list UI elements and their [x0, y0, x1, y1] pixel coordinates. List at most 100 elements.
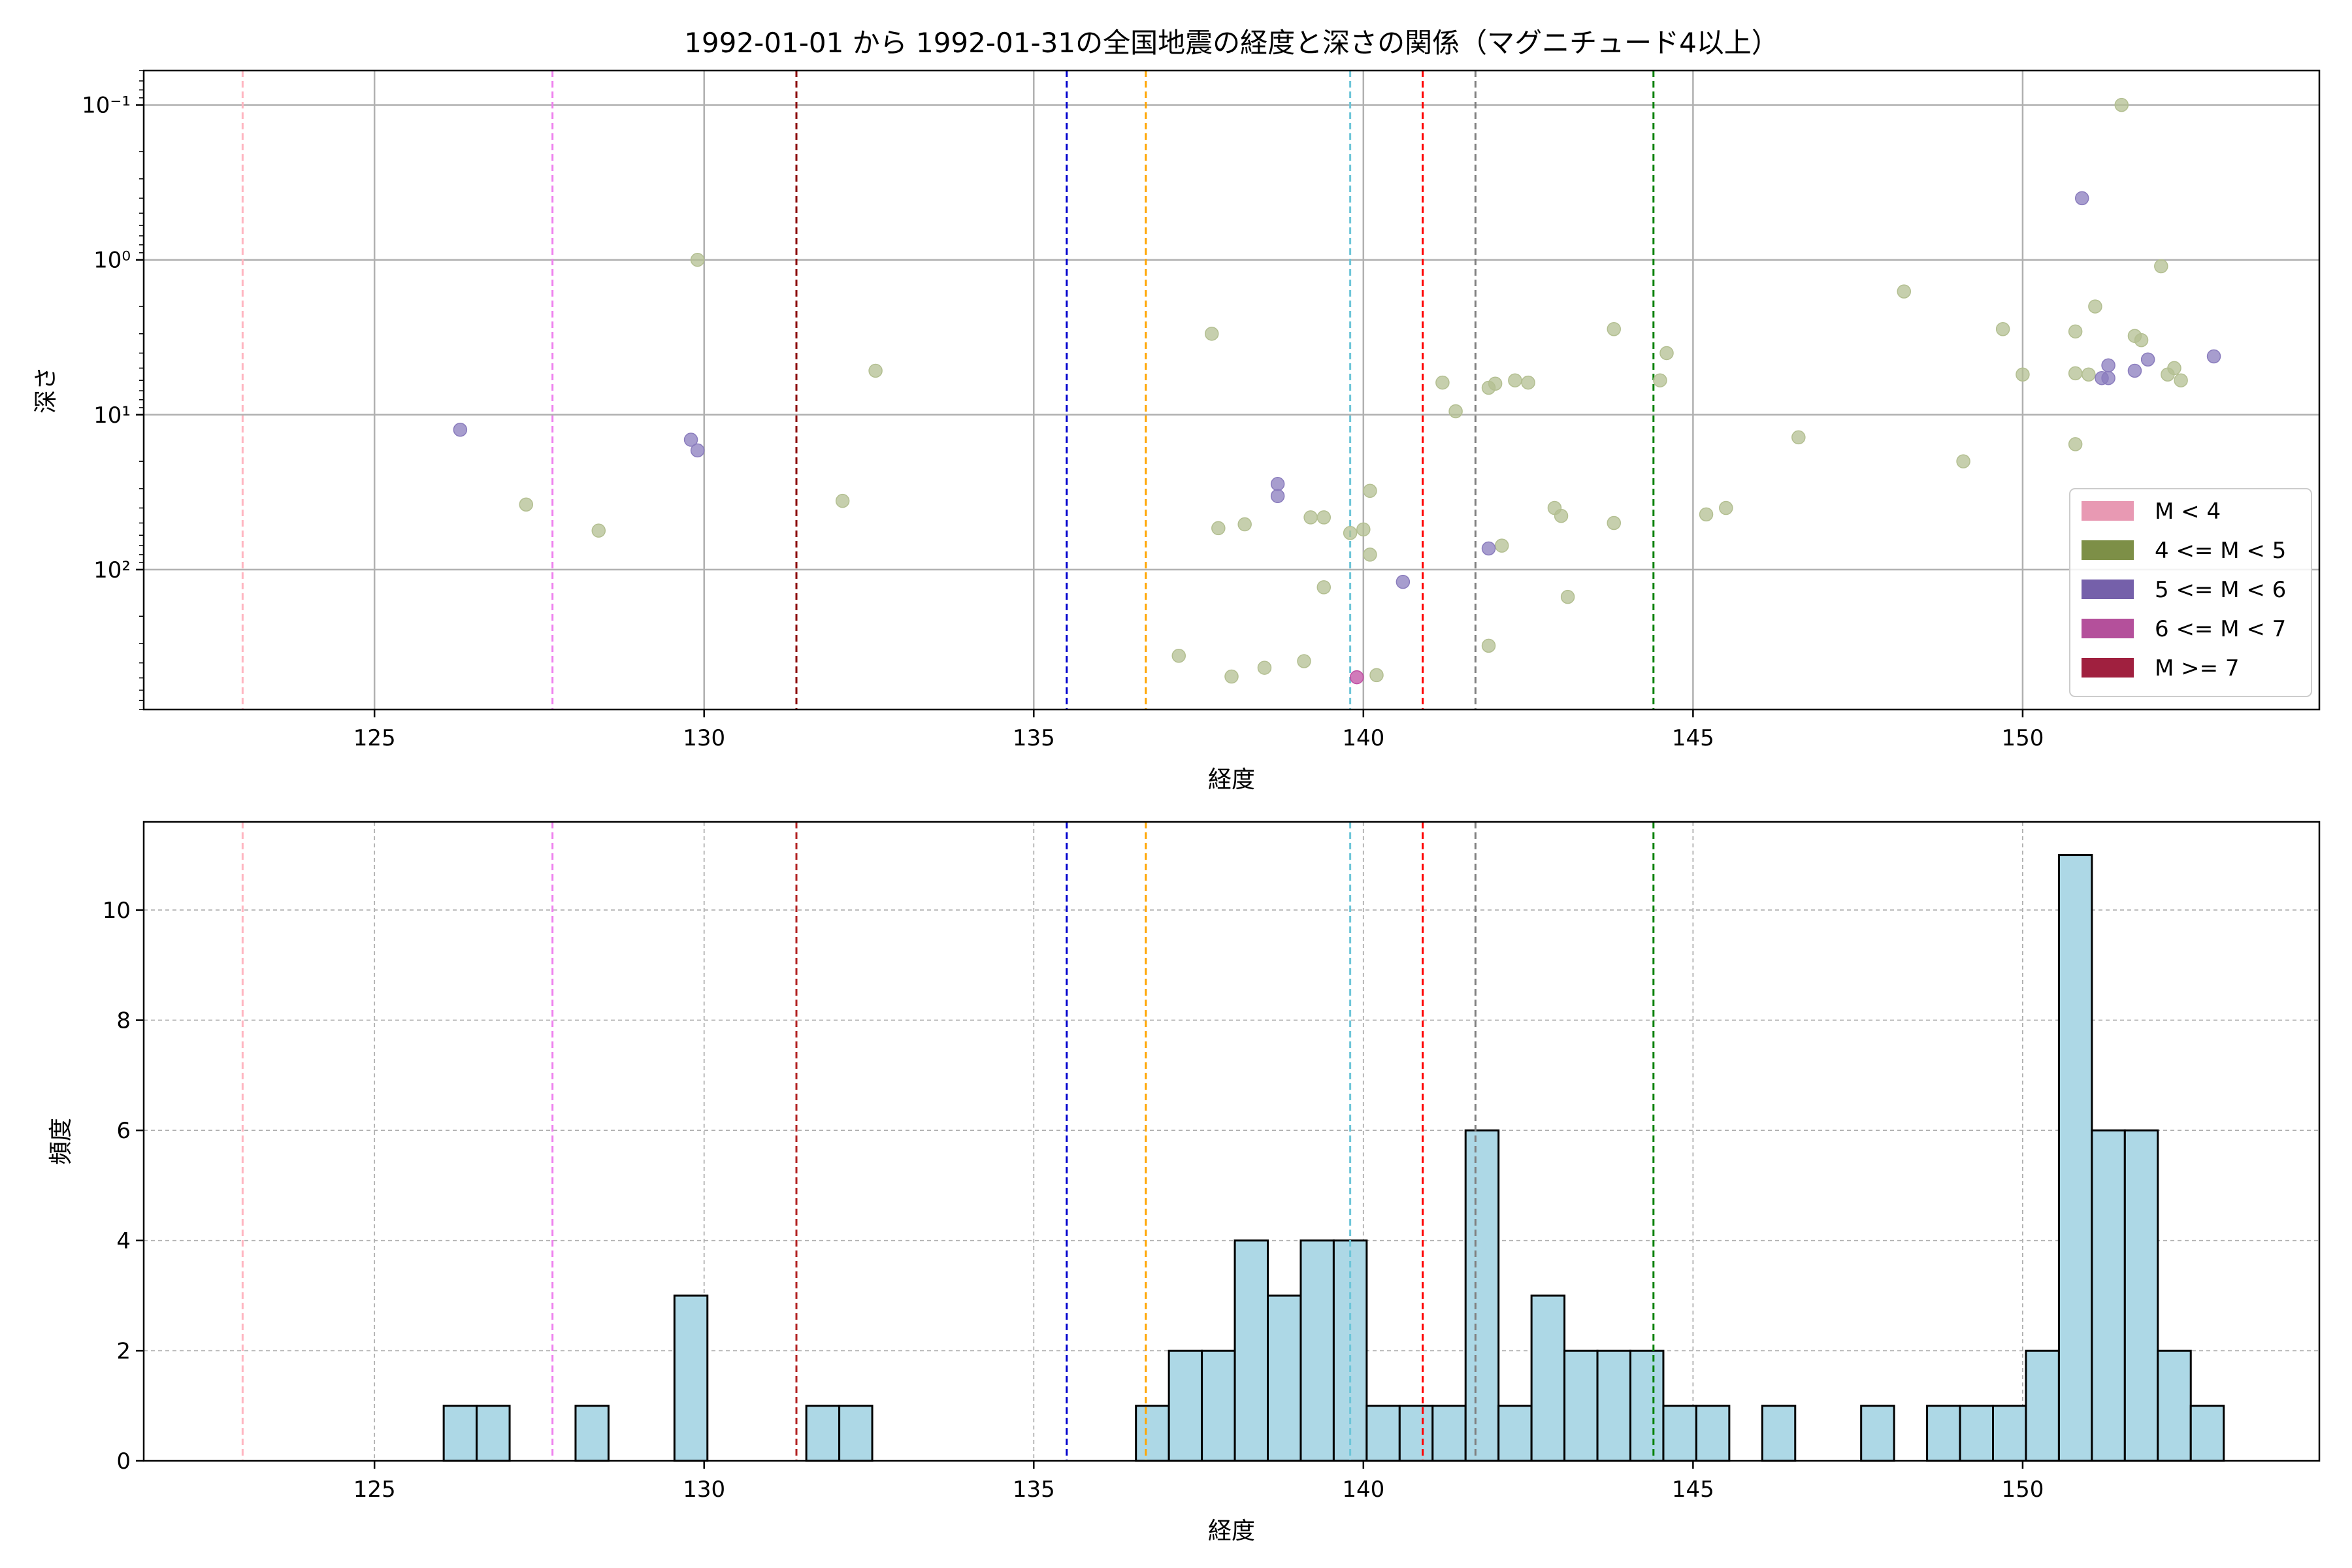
histogram-panel: 125 130 135 140 145 150 0 2 4 6 8 10 経度 頻度: [48, 821, 2321, 1544]
histogram-bar: [1629, 1349, 1665, 1462]
scatter-reference-lines: [241, 71, 1655, 710]
scatter-point: [2074, 191, 2089, 206]
legend-swatch: [2082, 501, 2134, 521]
scatter-point: [1554, 508, 1569, 523]
histogram-y-tick-label: 8: [116, 1008, 131, 1034]
scatter-point: [1481, 541, 1496, 556]
histogram-bar: [1398, 1405, 1434, 1462]
histogram-y-tick-label: 0: [116, 1448, 131, 1475]
histogram-bar: [2057, 854, 2093, 1462]
scatter-point: [519, 497, 534, 512]
histogram-bar: [1959, 1405, 1994, 1462]
histogram-y-tick-label: 6: [116, 1118, 131, 1144]
scatter-point: [2206, 349, 2221, 364]
histogram-bar: [1695, 1405, 1731, 1462]
scatter-point: [1369, 668, 1384, 683]
legend-label: 4 <= M < 5: [2155, 538, 2286, 564]
legend-label: 6 <= M < 7: [2155, 616, 2286, 642]
scatter-y-tick-label: 10¹: [93, 402, 131, 429]
scatter-point: [2068, 366, 2083, 381]
scatter-point: [1343, 526, 1358, 540]
scatter-point: [1995, 321, 2010, 336]
scatter-y-ticks: 10⁻¹ 10⁰ 10¹ 10²: [82, 70, 144, 710]
scatter-point: [1303, 510, 1318, 525]
scatter-point: [1349, 670, 1364, 685]
scatter-point: [1237, 517, 1252, 532]
scatter-y-tick-label: 10⁻¹: [82, 93, 131, 119]
scatter-points: [453, 97, 2221, 685]
scatter-point: [2082, 367, 2096, 382]
histogram-x-tick-label: 145: [1672, 1477, 1714, 1503]
scatter-point: [1270, 489, 1285, 504]
scatter-point: [690, 252, 705, 267]
scatter-point: [1791, 430, 1806, 445]
histogram-bar: [2189, 1405, 2225, 1462]
histogram-bar: [1431, 1405, 1467, 1462]
scatter-point: [1171, 649, 1186, 663]
histogram-bar: [1464, 1129, 1500, 1462]
scatter-point: [2101, 358, 2115, 372]
scatter-point: [2174, 373, 2188, 387]
scatter-point: [1396, 574, 1411, 589]
scatter-point: [1204, 327, 1219, 341]
histogram-bar: [442, 1405, 478, 1462]
legend-swatch: [2082, 540, 2134, 560]
scatter-point: [683, 433, 698, 447]
scatter-point: [2127, 363, 2142, 378]
scatter-point: [1211, 521, 1226, 536]
scatter-point: [1481, 638, 1496, 653]
scatter-point: [690, 443, 705, 458]
legend-swatch: [2082, 658, 2134, 678]
histogram-x-tick-label: 140: [1342, 1477, 1384, 1503]
histogram-bar: [1530, 1294, 1566, 1462]
legend: M < 4 4 <= M < 5 5 <= M < 6 6 <= M < 7 M >= …: [2069, 488, 2312, 697]
scatter-point: [453, 423, 468, 437]
histogram-y-tick-label: 2: [116, 1338, 131, 1364]
scatter-y-tick-label: 10⁰: [93, 248, 131, 274]
histogram-bar: [1563, 1349, 1599, 1462]
scatter-point: [1607, 321, 1622, 336]
scatter-point: [1607, 515, 1622, 531]
scatter-point: [1224, 669, 1239, 684]
histogram-bar: [1761, 1405, 1797, 1462]
scatter-point: [1521, 375, 1535, 390]
scatter-x-axis-label: 経度: [1208, 766, 1255, 793]
scatter-point: [1316, 580, 1331, 595]
scatter-point: [1448, 404, 1463, 419]
scatter-point: [1297, 654, 1311, 668]
histogram-bar: [2157, 1349, 2192, 1462]
scatter-point: [2088, 299, 2102, 314]
histogram-bar: [1168, 1349, 1203, 1462]
histogram-bar: [1299, 1239, 1335, 1462]
histogram-x-tick-label: 135: [1013, 1477, 1055, 1503]
scatter-point: [1494, 538, 1509, 553]
scatter-x-tick-label: 140: [1342, 725, 1384, 751]
legend-label: 5 <= M < 6: [2155, 577, 2286, 603]
histogram-bar: [673, 1294, 709, 1462]
scatter-point: [2134, 333, 2149, 348]
histogram-bar: [574, 1405, 610, 1462]
scatter-point: [2161, 367, 2175, 382]
scatter-point: [2068, 324, 2083, 339]
scatter-point: [1481, 380, 1496, 395]
legend-label: M >= 7: [2155, 655, 2240, 681]
scatter-point: [2154, 259, 2168, 274]
scatter-point: [1356, 522, 1371, 537]
chart-title: 1992-01-01 から 1992-01-31の全国地震の経度と深さの関係（マ…: [684, 27, 1779, 59]
histogram-bar: [838, 1405, 874, 1462]
histogram-bar: [1662, 1405, 1697, 1462]
scatter-point: [1659, 346, 1674, 361]
legend-swatch: [2082, 580, 2134, 599]
scatter-x-tick-label: 145: [1672, 725, 1714, 751]
scatter-point: [835, 493, 850, 508]
scatter-x-tick-label: 135: [1013, 725, 1055, 751]
scatter-point: [868, 363, 883, 378]
histogram-y-tick-label: 4: [116, 1228, 131, 1254]
scatter-grid: [144, 71, 2319, 710]
scatter-point: [1363, 483, 1377, 498]
histogram-x-tick-label: 130: [683, 1477, 725, 1503]
histogram-y-tick-label: 10: [103, 898, 131, 924]
scatter-point: [2016, 367, 2030, 382]
histogram-bar: [2123, 1129, 2159, 1462]
